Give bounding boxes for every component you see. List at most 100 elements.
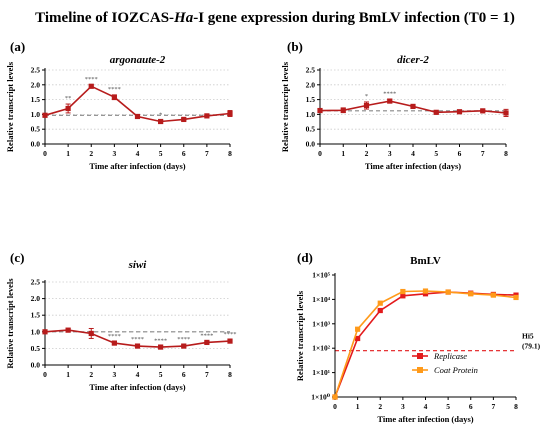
x-axis-label: Time after infection (days) bbox=[89, 161, 185, 171]
significance-marker: ** bbox=[65, 95, 72, 102]
y-tick-label: 2.0 bbox=[31, 80, 41, 89]
data-point bbox=[65, 105, 71, 112]
data-point bbox=[513, 294, 519, 301]
data-point bbox=[181, 343, 187, 349]
y-tick-label: 0.0 bbox=[306, 140, 316, 149]
x-tick-label: 0 bbox=[333, 402, 337, 411]
x-tick-label: 0 bbox=[43, 149, 47, 158]
x-tick-label: 8 bbox=[514, 402, 518, 411]
figure-title: Timeline of IOZCAS-Ha-I gene expression … bbox=[35, 10, 515, 26]
y-axis-label: Relative transcript levels bbox=[295, 290, 305, 381]
significance-marker: **** bbox=[383, 90, 396, 97]
panel-a: (a) argonaute-2 0.0 0.5 1.0 1.5 2.0 2.5 0 1 2 3 4 5 6 7… bbox=[5, 39, 233, 171]
x-tick-label: 3 bbox=[388, 149, 392, 158]
y-tick-label: 2.0 bbox=[306, 80, 316, 89]
x-tick-label: 1 bbox=[66, 149, 70, 158]
data-point bbox=[111, 94, 117, 100]
legend-entry: Replicase bbox=[433, 351, 467, 361]
data-point bbox=[88, 83, 94, 89]
data-point bbox=[445, 289, 451, 295]
significance-marker: **** bbox=[177, 336, 190, 343]
y-axis-label: Relative transcript levels bbox=[5, 278, 15, 369]
x-tick-label: 1 bbox=[341, 149, 345, 158]
y-tick-label: 1×10⁰ bbox=[311, 393, 331, 402]
data-point bbox=[490, 292, 496, 298]
x-tick-label: 5 bbox=[434, 149, 438, 158]
x-tick-label: 4 bbox=[136, 370, 140, 379]
data-point bbox=[65, 327, 71, 333]
x-tick-label: 5 bbox=[159, 370, 163, 379]
panel-title: argonaute-2 bbox=[110, 54, 166, 66]
x-tick-label: 7 bbox=[205, 370, 209, 379]
x-tick-label: 5 bbox=[446, 402, 450, 411]
x-tick-label: 6 bbox=[182, 370, 186, 379]
data-point bbox=[355, 335, 361, 342]
x-tick-label: 1 bbox=[66, 370, 70, 379]
x-tick-label: 4 bbox=[136, 149, 140, 158]
data-point bbox=[340, 107, 346, 113]
data-point bbox=[204, 113, 210, 119]
data-point bbox=[134, 113, 141, 120]
x-tick-label: 6 bbox=[458, 149, 462, 158]
data-point bbox=[158, 344, 164, 350]
y-tick-label: 1.5 bbox=[306, 95, 316, 104]
data-point bbox=[503, 110, 509, 116]
series-line bbox=[334, 291, 517, 398]
y-tick-label: 0.5 bbox=[31, 125, 41, 134]
data-point bbox=[88, 330, 94, 337]
x-tick-label: 3 bbox=[401, 402, 405, 411]
x-tick-label: 2 bbox=[89, 149, 93, 158]
data-point bbox=[355, 326, 361, 332]
y-axis-label: Relative transcript levels bbox=[5, 61, 15, 152]
data-point bbox=[363, 102, 370, 109]
data-point bbox=[387, 98, 393, 104]
data-point bbox=[480, 108, 486, 114]
data-point bbox=[422, 291, 429, 297]
data-point bbox=[377, 307, 383, 314]
y-tick-label: 0.0 bbox=[31, 140, 41, 149]
y-tick-label: 1.0 bbox=[31, 110, 41, 119]
y-tick-label: 1.0 bbox=[31, 327, 41, 336]
panel-b: (b) dicer-2 0.0 0.5 1.0 1.5 2.0 2.5 0 1 2 3 4 5 6 7 8 Tim… bbox=[280, 39, 509, 171]
y-tick-label: 2.5 bbox=[31, 66, 41, 75]
significance-marker: * bbox=[365, 93, 368, 100]
panel-c: (c) siwi 0.0 0.5 1.0 1.5 2.0 2.5 0 1 2 3 4 5 6 7 8 Time a… bbox=[5, 250, 237, 392]
x-tick-label: 7 bbox=[481, 149, 485, 158]
significance-marker: **** bbox=[200, 332, 213, 339]
data-point bbox=[111, 340, 117, 346]
data-point bbox=[400, 293, 406, 299]
panel-letter: (c) bbox=[10, 250, 24, 265]
figure-title-part-1: Timeline of IOZCAS- bbox=[35, 10, 174, 26]
significance-marker: **** bbox=[108, 86, 121, 93]
x-tick-label: 4 bbox=[411, 149, 415, 158]
x-tick-label: 0 bbox=[318, 149, 322, 158]
legend-swatch-marker bbox=[417, 367, 423, 373]
panel-letter: (a) bbox=[10, 39, 25, 54]
data-point bbox=[377, 300, 383, 306]
y-axis-label: Relative transcript levels bbox=[280, 61, 290, 152]
data-point bbox=[422, 288, 429, 294]
data-point bbox=[134, 343, 141, 349]
x-tick-label: 7 bbox=[492, 402, 496, 411]
x-tick-label: 6 bbox=[182, 149, 186, 158]
significance-marker: **** bbox=[154, 337, 167, 344]
y-tick-label: 2.0 bbox=[31, 294, 41, 303]
x-tick-label: 3 bbox=[113, 370, 117, 379]
x-tick-label: 4 bbox=[424, 402, 428, 411]
x-tick-label: 8 bbox=[228, 370, 232, 379]
x-axis-label: Time after infection (days) bbox=[377, 414, 473, 424]
x-tick-label: 5 bbox=[159, 149, 163, 158]
significance-marker: **** bbox=[131, 336, 144, 343]
x-tick-label: 2 bbox=[365, 149, 369, 158]
data-point bbox=[42, 112, 48, 118]
figure-title-part-2: Ha bbox=[173, 10, 194, 26]
x-tick-label: 6 bbox=[469, 402, 473, 411]
y-tick-label: 1.5 bbox=[31, 311, 41, 320]
y-tick-label: 1×10⁴ bbox=[312, 295, 331, 304]
x-tick-label: 8 bbox=[504, 149, 508, 158]
y-tick-label: 0.0 bbox=[31, 361, 41, 370]
panel-letter: (b) bbox=[287, 39, 303, 54]
figure-title-part-3: -I gene expression during BmLV infection… bbox=[193, 10, 515, 26]
x-tick-label: 3 bbox=[113, 149, 117, 158]
